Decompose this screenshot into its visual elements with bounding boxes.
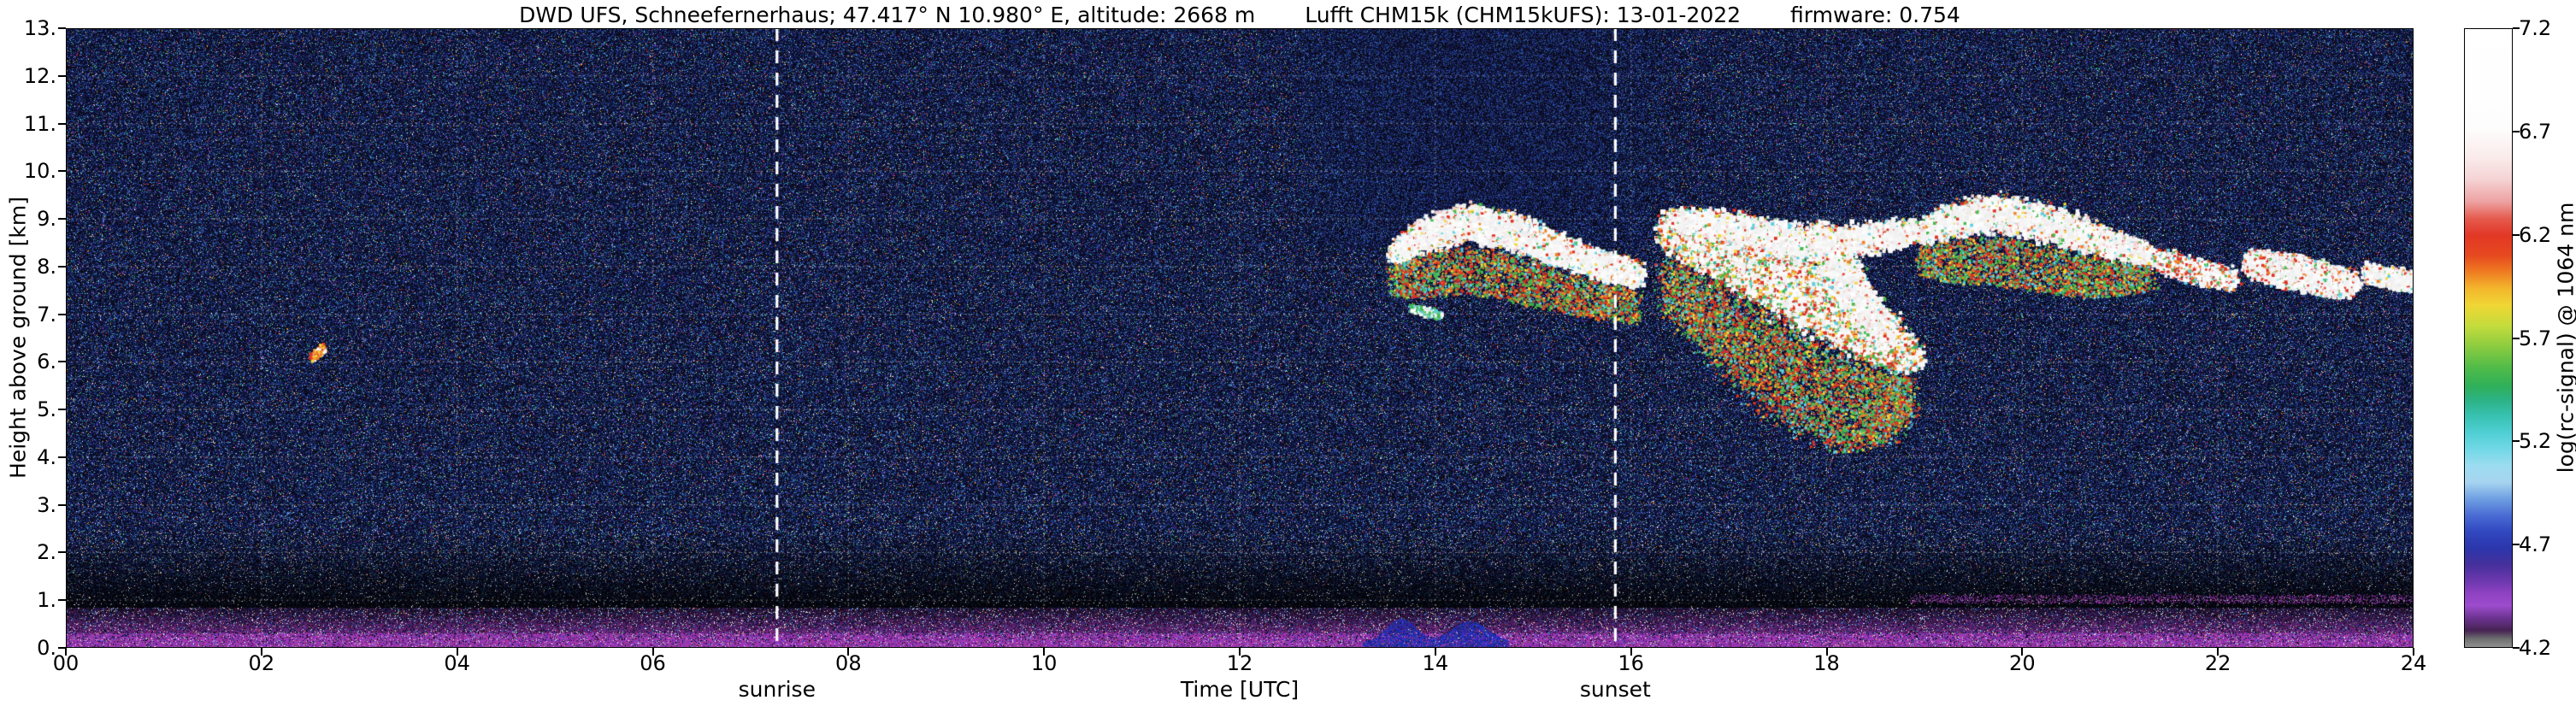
title-firmware: firmware: 0.754	[1790, 3, 1960, 27]
x-tick-mark	[260, 648, 262, 656]
colorbar-tick-mark	[2513, 337, 2520, 339]
y-tick-mark	[58, 122, 66, 125]
y-tick-mark	[58, 74, 66, 77]
x-axis-label: Time [UTC]	[1180, 677, 1300, 702]
x-tick-label: 22	[2204, 651, 2231, 675]
plot-area	[66, 28, 2414, 648]
x-tick-mark	[1630, 648, 1632, 656]
colorbar-tick-label: 5.7	[2519, 326, 2552, 350]
x-tick-mark	[1239, 648, 1241, 656]
x-tick-label: 20	[2009, 651, 2036, 675]
x-tick-label: 10	[1030, 651, 1058, 675]
x-tick-label: 14	[1422, 651, 1449, 675]
x-tick-mark	[2413, 648, 2414, 656]
y-tick-label: 12.	[23, 63, 56, 88]
x-tick-label: 00	[52, 651, 80, 675]
y-tick-mark	[58, 551, 66, 554]
x-tick-mark	[1825, 648, 1828, 656]
colorbar-tick-mark	[2513, 544, 2520, 546]
y-tick-mark	[58, 313, 66, 315]
y-tick-label: 9.	[37, 207, 56, 232]
annotation-sunset: sunset	[1579, 677, 1651, 702]
colorbar-tick-label: 6.7	[2519, 119, 2552, 144]
x-tick-label: 04	[444, 651, 470, 675]
x-tick-mark	[65, 648, 67, 656]
y-tick-mark	[58, 218, 66, 221]
y-tick-label: 4.	[37, 444, 56, 469]
x-tick-mark	[847, 648, 850, 656]
x-tick-label: 12	[1226, 651, 1253, 675]
y-tick-mark	[58, 170, 66, 173]
x-tick-label: 08	[835, 651, 862, 675]
x-tick-label: 02	[248, 651, 275, 675]
y-tick-mark	[58, 265, 66, 268]
title-instrument: Lufft CHM15k (CHM15kUFS): 13-01-2022	[1305, 3, 1742, 27]
y-tick-mark	[58, 409, 66, 411]
colorbar-tick-mark	[2513, 647, 2520, 649]
y-tick-label: 11.	[23, 111, 56, 136]
heatmap-canvas	[66, 28, 2414, 648]
annotation-sunrise: sunrise	[738, 677, 816, 702]
colorbar-tick-mark	[2513, 233, 2520, 236]
y-tick-label: 6.	[37, 350, 56, 374]
colorbar-label: log(rc-signal) @ 1064 nm	[2553, 202, 2576, 474]
x-tick-mark	[651, 648, 654, 656]
colorbar	[2464, 28, 2513, 648]
x-tick-mark	[1434, 648, 1436, 656]
y-tick-label: 5.	[37, 397, 56, 422]
x-tick-label: 16	[1618, 651, 1644, 675]
y-tick-label: 13.	[23, 16, 56, 40]
y-tick-mark	[58, 361, 66, 363]
x-tick-label: 24	[2400, 651, 2427, 675]
y-axis-label: Height above ground [km]	[5, 197, 31, 479]
x-tick-mark	[456, 648, 458, 656]
x-tick-mark	[2217, 648, 2219, 656]
colorbar-tick-label: 5.2	[2519, 429, 2552, 454]
colorbar-tick-label: 6.2	[2519, 222, 2552, 247]
y-tick-mark	[58, 647, 66, 649]
title-station: DWD UFS, Schneefernerhaus; 47.417° N 10.…	[519, 3, 1256, 27]
y-tick-label: 1.	[37, 588, 56, 613]
chart-title: DWD UFS, Schneefernerhaus; 47.417° N 10.…	[66, 3, 2414, 27]
y-tick-label: 0.	[37, 636, 56, 660]
y-tick-label: 2.	[37, 540, 56, 565]
y-tick-mark	[58, 456, 66, 458]
colorbar-tick-label: 4.7	[2519, 532, 2552, 557]
colorbar-tick-mark	[2513, 130, 2520, 132]
y-tick-label: 8.	[37, 254, 56, 279]
y-tick-mark	[58, 599, 66, 602]
colorbar-tick-mark	[2513, 440, 2520, 443]
y-tick-label: 7.	[37, 302, 56, 327]
y-tick-mark	[58, 27, 66, 29]
colorbar-tick-mark	[2513, 27, 2520, 29]
y-tick-label: 3.	[37, 492, 56, 517]
x-tick-label: 06	[640, 651, 666, 675]
y-tick-label: 10.	[23, 159, 56, 184]
x-tick-mark	[1043, 648, 1046, 656]
x-tick-mark	[2021, 648, 2024, 656]
colorbar-tick-label: 4.2	[2519, 636, 2552, 660]
colorbar-tick-label: 7.2	[2519, 16, 2552, 40]
x-tick-label: 18	[1813, 651, 1840, 675]
y-tick-mark	[58, 503, 66, 506]
